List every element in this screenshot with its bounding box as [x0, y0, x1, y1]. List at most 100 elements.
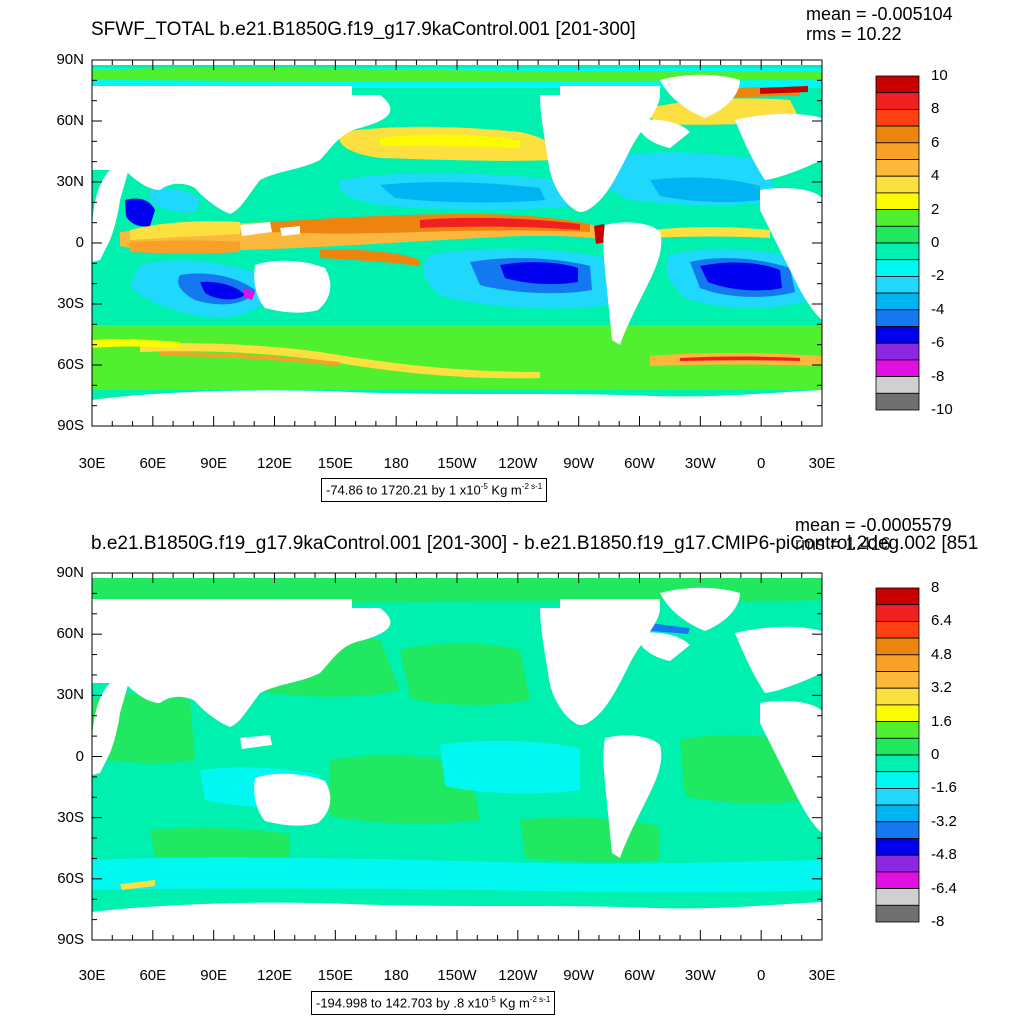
panel2-colorbar-box: [875, 737, 920, 756]
panel1-colorbar-label: 8: [931, 100, 940, 118]
panel2-colorbar-label: -8: [931, 913, 945, 930]
panel2-info-unit-exp: -2 s-1: [529, 995, 551, 1004]
panel1-mean: mean = -0.005104: [806, 4, 953, 24]
panel1-info-box: -74.86 to 1720.21 by 1 x10-5 Kg m-2 s-1: [321, 478, 548, 503]
panel2-colorbar-label: 3.2: [931, 679, 952, 697]
panel2-xlabel: 150W: [437, 967, 477, 984]
panel2-info-exp: -5: [488, 995, 496, 1004]
panel2-colorbar-box: [875, 704, 920, 723]
panel2-info-unit: Kg m: [495, 995, 530, 1011]
panel2-colorbar-label: 0: [931, 746, 940, 763]
panel1-colorbar-box: [875, 159, 920, 177]
panel1-xlabel: 60W: [624, 455, 655, 472]
panel1-xlabel: 120W: [498, 455, 538, 472]
panel1-info-unit: Kg m: [487, 482, 522, 498]
panel1-colorbar-label: 6: [931, 133, 940, 151]
panel1-colorbar-label: -4: [931, 300, 945, 318]
panel2-colorbar-box: [875, 587, 920, 606]
panel1-colorbar-box: [875, 225, 920, 244]
panel1-ylabel: 0: [75, 234, 84, 251]
panel1-colorbar-label: 0: [931, 234, 940, 251]
panel2-colorbar-box: [875, 838, 920, 856]
panel2-xlabel: 180: [383, 967, 409, 984]
panel1-colorbar-box: [875, 309, 920, 327]
panel2-xlabel: 120W: [498, 967, 538, 984]
panel2-colorbar-label: -1.6: [931, 779, 957, 797]
panel1-colorbar-label: 2: [931, 200, 940, 218]
panel1-xlabel: 30W: [684, 455, 716, 472]
panel2-xlabel: 30E: [808, 967, 836, 984]
panel2-info-box: -194.998 to 142.703 by .8 x10-5 Kg m-2 s…: [311, 991, 556, 1016]
panel1-colorbar-box: [875, 142, 920, 160]
panel1-xlabel: 90E: [200, 455, 227, 472]
panel1-info-exp: -5: [480, 482, 488, 491]
panel2-xlabel: 0: [756, 967, 766, 984]
panel1-title: SFWF_TOTAL b.e21.B1850G.f19_g17.9kaContr…: [91, 19, 636, 40]
panel1-colorbar-box: [875, 192, 920, 210]
panel1-colorbar-box: [875, 75, 920, 94]
panel1-colorbar-label: -10: [931, 401, 953, 418]
panel2-colorbar-box: [875, 771, 920, 789]
panel2-xlabel: 90W: [563, 967, 595, 984]
panel2-colorbar-box: [875, 687, 920, 706]
panel1-colorbar-box: [875, 125, 920, 144]
panel2-colorbar-label: -6.4: [931, 879, 957, 897]
panel1-ylabel: 90S: [57, 417, 84, 434]
panel2-colorbar-box: [875, 637, 920, 656]
panel1-colorbar-label: 4: [931, 167, 940, 185]
panel2-colorbar-label: 4.8: [931, 645, 952, 663]
panel2-xlabel: 60W: [624, 967, 655, 984]
panel2-colorbar-label: 1.6: [931, 712, 952, 730]
panel2-colorbar-box: [875, 854, 920, 873]
panel1-colorbar-box: [875, 92, 920, 110]
panel1-colorbar-box: [875, 242, 920, 261]
panel1-ylabel: 90N: [56, 51, 84, 68]
panel1-ylabel: 60S: [57, 356, 84, 373]
panel2-ylabel: 0: [75, 747, 84, 765]
panel2-xlabel: 150E: [317, 967, 353, 984]
panel2-xlabel: 30W: [684, 967, 716, 984]
panel1-xlabel: 180: [383, 455, 409, 472]
panel2-xlabel: 60E: [139, 967, 167, 984]
panel1-colorbar-box: [875, 376, 920, 394]
panel2-info-range: -194.998 to 142.703 by .8 x10: [316, 995, 489, 1011]
panel2-ylabel: 30N: [56, 686, 84, 704]
panel1-xlabel: 60E: [139, 455, 167, 472]
panel2-colorbar-label: 8: [931, 579, 940, 596]
panel1-xlabel: 150E: [317, 455, 353, 472]
panel2-xlabel: 30E: [78, 967, 106, 984]
panel2-colorbar-box: [875, 871, 920, 890]
panel1-ylabel: 60N: [56, 112, 84, 129]
panel1-xlabel: 90W: [563, 455, 595, 472]
panel1-xlabel: 0: [756, 455, 766, 472]
panel2-ylabel: 30S: [57, 808, 84, 826]
panel2-ylabel: 60N: [56, 625, 84, 643]
panel1-colorbar-label: -8: [931, 367, 945, 385]
panel2-ylabel: 60S: [57, 869, 84, 887]
panel2-colorbar-box: [875, 721, 920, 739]
panel2-colorbar-label: -3.2: [931, 812, 957, 830]
panel2-colorbar-box: [875, 888, 920, 906]
panel1-colorbar-label: 10: [931, 67, 948, 84]
panel1-rms: rms = 10.22: [806, 24, 902, 44]
panel1-colorbar-box: [875, 175, 920, 194]
panel1-xlabel: 30E: [78, 455, 106, 472]
panel1-colorbar-box: [875, 326, 920, 344]
panel1-colorbar-label: -2: [931, 267, 945, 285]
panel2-xlabel: 90E: [200, 967, 227, 984]
panel1-colorbar-box: [875, 292, 920, 311]
panel2-colorbar-box: [875, 754, 920, 773]
panel2-colorbar-label: 6.4: [931, 612, 952, 630]
panel2-colorbar-box: [875, 821, 920, 839]
panel2-colorbar-box: [875, 788, 920, 806]
panel1-xlabel: 150W: [437, 455, 477, 472]
panel1-ylabel: 30S: [57, 295, 84, 312]
panel1-info-range: -74.86 to 1720.21 by 1 x10: [326, 482, 481, 498]
panel1-colorbar-box: [875, 259, 920, 277]
panel1-colorbar-box: [875, 359, 920, 377]
panel1-colorbar-box: [875, 209, 920, 227]
panel1-colorbar-box: [875, 342, 920, 361]
panel1-map: [92, 60, 822, 426]
panel2-ylabel: 90N: [56, 564, 84, 581]
